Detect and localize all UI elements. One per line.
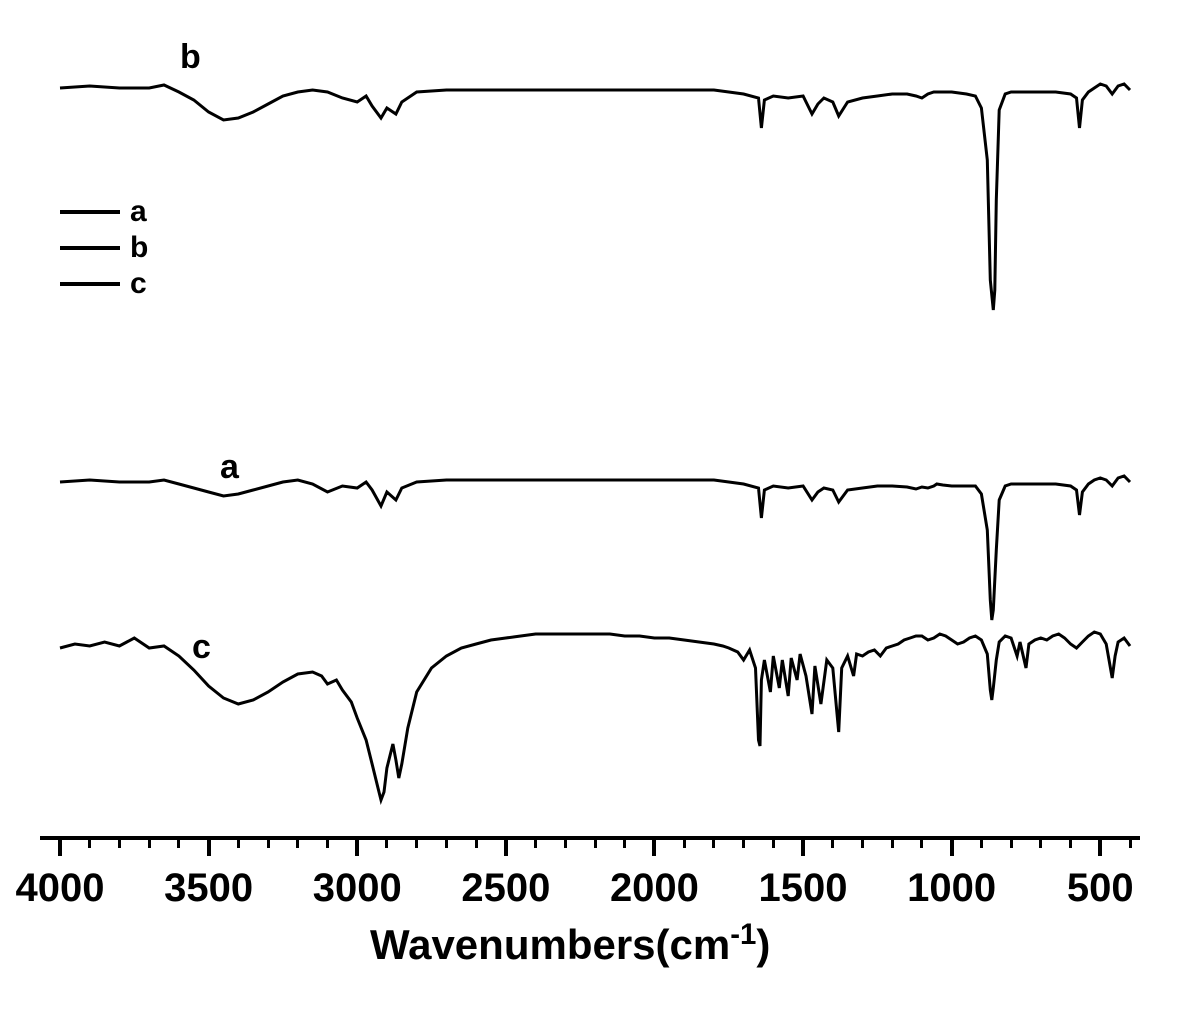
- tick-label: 1500: [748, 866, 858, 911]
- tick-label: 4000: [5, 866, 115, 911]
- tick-label: 3500: [154, 866, 264, 911]
- tick-minor: [534, 836, 537, 848]
- tick-minor: [296, 836, 299, 848]
- tick-minor: [237, 836, 240, 848]
- tick-minor: [623, 836, 626, 848]
- tick-label: 2500: [451, 866, 561, 911]
- tick-minor: [415, 836, 418, 848]
- tick-minor: [475, 836, 478, 848]
- legend-line-c: [60, 282, 120, 286]
- tick-major: [801, 836, 805, 856]
- tick-major: [207, 836, 211, 856]
- chart-container: b a c a b c 4000350030002500200015001000…: [40, 20, 1180, 1010]
- tick-major: [504, 836, 508, 856]
- tick-label: 2000: [599, 866, 709, 911]
- tick-major: [355, 836, 359, 856]
- tick-major: [652, 836, 656, 856]
- tick-minor: [980, 836, 983, 848]
- tick-minor: [445, 836, 448, 848]
- x-label-close: ): [756, 921, 770, 968]
- tick-minor: [177, 836, 180, 848]
- tick-minor: [1129, 836, 1132, 848]
- tick-major: [1098, 836, 1102, 856]
- tick-label: 500: [1045, 866, 1155, 911]
- tick-minor: [385, 836, 388, 848]
- plot-area: b a c a b c: [40, 20, 1140, 840]
- legend-line-b: [60, 246, 120, 250]
- tick-major: [58, 836, 62, 856]
- legend-row-b: b: [60, 231, 148, 265]
- tick-minor: [1039, 836, 1042, 848]
- legend-line-a: [60, 210, 120, 214]
- tick-minor: [267, 836, 270, 848]
- x-axis-label: Wavenumbers(cm-1): [370, 918, 770, 969]
- tick-minor: [831, 836, 834, 848]
- tick-minor: [148, 836, 151, 848]
- tick-minor: [742, 836, 745, 848]
- tick-minor: [712, 836, 715, 848]
- tick-label: 3000: [302, 866, 412, 911]
- spectrum-b: [60, 84, 1130, 310]
- tick-minor: [326, 836, 329, 848]
- legend-row-a: a: [60, 195, 148, 229]
- x-label-text: Wavenumbers(cm: [370, 921, 730, 968]
- tick-minor: [1069, 836, 1072, 848]
- tick-major: [950, 836, 954, 856]
- tick-minor: [118, 836, 121, 848]
- tick-minor: [683, 836, 686, 848]
- spectrum-c: [60, 632, 1130, 800]
- legend-row-c: c: [60, 267, 148, 301]
- x-label-sup: -1: [730, 918, 756, 951]
- tick-label: 1000: [897, 866, 1007, 911]
- tick-minor: [772, 836, 775, 848]
- tick-minor: [920, 836, 923, 848]
- series-label-a: a: [220, 448, 239, 487]
- tick-minor: [861, 836, 864, 848]
- spectrum-a: [60, 476, 1130, 620]
- tick-minor: [88, 836, 91, 848]
- legend-label-c: c: [130, 267, 147, 301]
- legend: a b c: [60, 195, 148, 303]
- legend-label-b: b: [130, 231, 148, 265]
- series-label-c: c: [192, 628, 211, 667]
- tick-minor: [891, 836, 894, 848]
- legend-label-a: a: [130, 195, 147, 229]
- tick-minor: [594, 836, 597, 848]
- tick-minor: [564, 836, 567, 848]
- series-label-b: b: [180, 38, 201, 77]
- spectrum-svg: [40, 20, 1140, 840]
- x-axis: [40, 836, 1140, 860]
- tick-minor: [1010, 836, 1013, 848]
